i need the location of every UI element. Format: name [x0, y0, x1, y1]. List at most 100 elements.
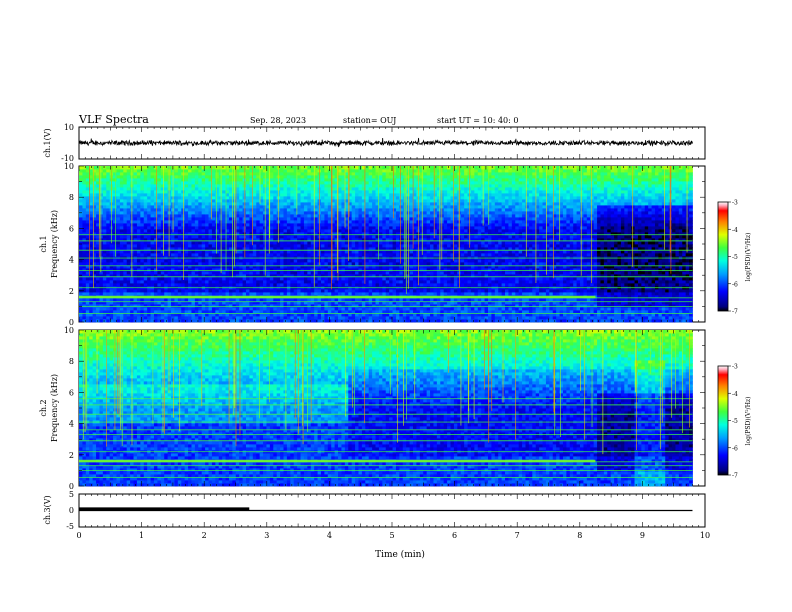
spec-cell	[607, 283, 612, 287]
spec-cell	[409, 298, 414, 302]
spec-cell	[280, 268, 284, 272]
spec-cell	[556, 304, 560, 308]
spec-cell	[654, 310, 659, 314]
spec-cell	[450, 274, 455, 278]
spec-cell	[385, 298, 390, 302]
spec-cell	[672, 250, 676, 254]
spec-cell	[164, 259, 169, 263]
spec-cell	[290, 253, 295, 257]
spec-cell	[211, 277, 216, 281]
spec-cell	[508, 310, 513, 314]
spec-cell	[198, 292, 203, 296]
spec-cell	[201, 250, 206, 254]
spec-cell	[256, 292, 261, 296]
spec-cell	[246, 313, 250, 317]
spec-cell	[205, 313, 209, 317]
spec-cell	[453, 313, 458, 317]
spec-cell	[194, 268, 199, 272]
spec-cell	[542, 277, 547, 281]
spec-cell	[494, 310, 499, 314]
spec-cell	[597, 265, 601, 269]
spec-cell	[641, 280, 646, 284]
spec-cell	[85, 259, 90, 263]
spec-cell	[167, 274, 172, 278]
spec-cell	[470, 289, 475, 293]
spec-cell	[372, 271, 376, 275]
spec-cell	[188, 280, 192, 284]
spec-cell	[525, 271, 530, 275]
spec-cell	[174, 283, 179, 287]
spec-cell	[597, 298, 601, 302]
spec-cell	[470, 262, 475, 266]
spec-cell	[467, 250, 472, 254]
spec-cell	[188, 268, 192, 272]
spec-cell	[440, 268, 445, 272]
spec-cell	[672, 271, 676, 275]
spec-cell	[678, 319, 683, 323]
spec-cell	[314, 283, 318, 287]
spec-cell	[447, 250, 451, 254]
spec-cell	[184, 259, 189, 263]
spec-cell	[314, 262, 318, 266]
spec-cell	[96, 280, 100, 284]
spec-cell	[106, 283, 111, 287]
spec-cell	[188, 292, 192, 296]
spec-cell	[136, 292, 141, 296]
spec-cell	[443, 253, 448, 257]
spec-cell	[607, 268, 612, 272]
spec-cell	[331, 301, 336, 305]
spec-cell	[317, 316, 322, 320]
spec-cell	[474, 265, 479, 269]
spec-cell	[136, 253, 141, 257]
spec-cell	[147, 268, 151, 272]
spec-cell	[351, 259, 356, 263]
spec-cell	[569, 271, 574, 275]
spec-cell	[515, 277, 520, 281]
spec-cell	[661, 283, 666, 287]
spec-cell	[614, 319, 618, 323]
spec-cell	[624, 298, 629, 302]
spec-cell	[317, 271, 322, 275]
spec-cell	[188, 262, 192, 266]
spec-cell	[436, 313, 441, 317]
spec-cell	[518, 265, 523, 269]
spec-cell	[419, 268, 424, 272]
spec-cell	[160, 283, 165, 287]
figure-title: VLF Spectra	[78, 113, 149, 126]
spec-cell	[566, 247, 571, 251]
spec-cell	[273, 274, 278, 278]
spec-cell	[573, 298, 577, 302]
spec-cell	[467, 304, 472, 308]
spec-cell	[419, 244, 424, 248]
spec-cell	[351, 271, 356, 275]
spec-cell	[177, 274, 182, 278]
spec-cell	[334, 277, 339, 281]
spec-cell	[177, 292, 182, 296]
spec-cell	[477, 280, 482, 284]
spec-cell	[102, 265, 107, 269]
spec-cell	[552, 280, 557, 284]
spec-cell	[624, 262, 629, 266]
spec-cell	[82, 277, 87, 281]
spec-cell	[286, 280, 291, 284]
spec-cell	[259, 244, 264, 248]
spec-cell	[133, 274, 138, 278]
spec-cell	[293, 241, 298, 245]
spec-cell	[307, 304, 312, 308]
spec-cell	[263, 277, 267, 281]
spec-cell	[310, 244, 315, 248]
spec-cell	[89, 319, 94, 323]
spec-cell	[194, 253, 199, 257]
spec-cell	[188, 253, 192, 257]
spec-cell	[153, 313, 158, 317]
spec-cell	[290, 301, 295, 305]
spec-cell	[106, 268, 111, 272]
spec-cell	[597, 292, 601, 296]
spec-cell	[147, 250, 151, 254]
spec-cell	[641, 268, 646, 272]
spec-cell	[341, 265, 346, 269]
spec-cell	[242, 259, 247, 263]
spec-cell	[334, 316, 339, 320]
spec-cell	[559, 277, 564, 281]
spec-cell	[395, 253, 400, 257]
